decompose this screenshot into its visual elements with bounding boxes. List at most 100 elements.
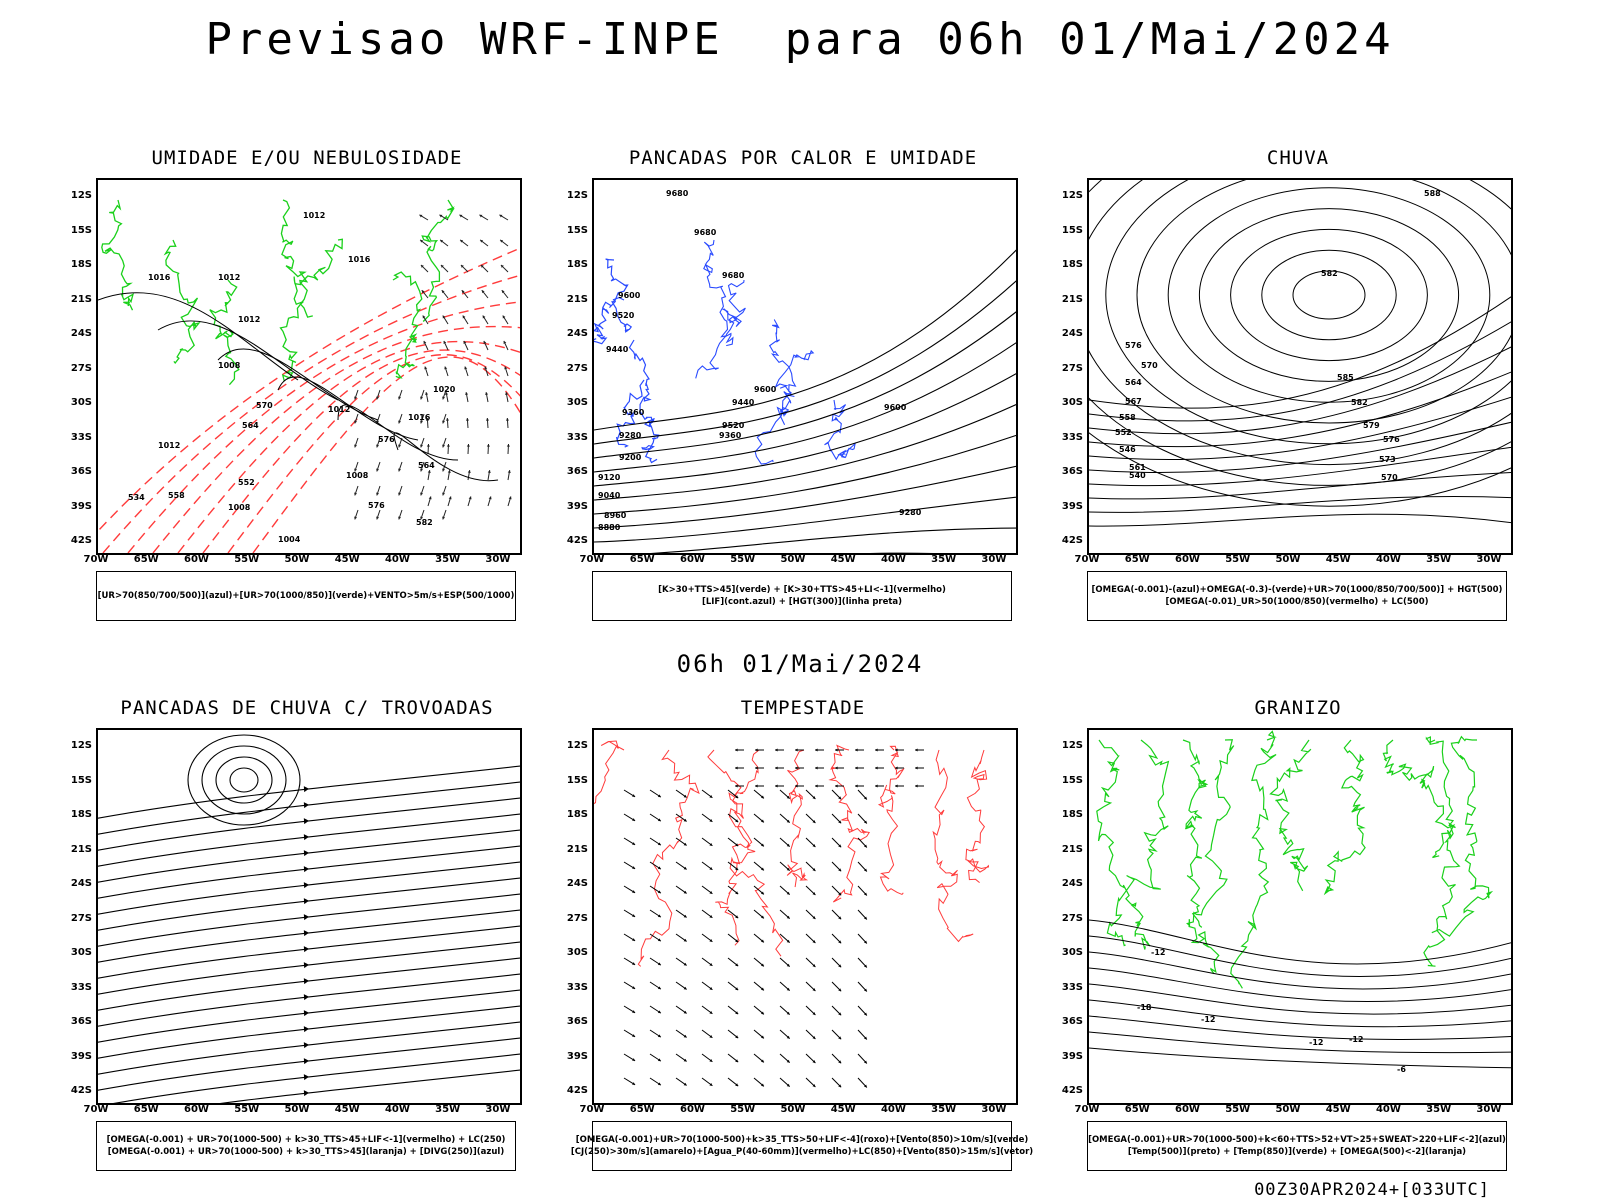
- latitude-label: 30S: [566, 397, 588, 408]
- latitude-label: 15S: [70, 224, 92, 236]
- latitude-label: 30S: [70, 397, 92, 408]
- latitude-label: 30S: [1061, 397, 1083, 408]
- longitude-label: 65W: [629, 1104, 655, 1115]
- contour-label: 8960: [604, 511, 627, 520]
- contour-label: 9600: [884, 403, 907, 412]
- latitude-label: 42S: [70, 1085, 92, 1096]
- precip-water-contour-red: [932, 749, 974, 943]
- longitude-label: 40W: [1375, 1104, 1401, 1115]
- latitude-label: 21S: [566, 843, 588, 855]
- latitude-label: 18S: [566, 809, 588, 820]
- map-panel-pancadas-por-calor-e-umidade: 9680 9680 9680 9600 9520 9440 9360 9280 9200 9120…: [592, 178, 1018, 555]
- latitude-label: 42S: [566, 1085, 588, 1096]
- latitude-label: 15S: [566, 224, 588, 236]
- longitude-label: 70W: [579, 554, 605, 565]
- contour-label: 552: [238, 478, 255, 487]
- hgt300-contour: [594, 434, 1016, 515]
- contour-label: 576: [368, 501, 385, 510]
- map-canvas: -12 -12 -12 -18 -12 -6: [1089, 730, 1511, 1074]
- longitude-label: 60W: [183, 554, 209, 565]
- contour-label: 1020: [433, 385, 456, 394]
- temp850-contour-green: [1096, 739, 1151, 950]
- latitude-label: 15S: [70, 774, 92, 786]
- pressure-contour: [337, 404, 459, 461]
- thickness-contour: [98, 247, 520, 533]
- main-title: Previsao WRF-INPE para 06h 01/Mai/2024: [205, 14, 1395, 65]
- contour-label: 558: [1119, 413, 1136, 422]
- longitude-label: 70W: [83, 1104, 109, 1115]
- panel-title-granizo: GRANIZO: [1254, 697, 1342, 719]
- temp500-contour: [1089, 935, 1511, 977]
- longitude-label: 35W: [931, 554, 957, 565]
- thickness-contour: [227, 354, 520, 553]
- legend-line: [LIF](cont.azul) + [HGT(300)](linha pret…: [701, 597, 903, 607]
- latitude-label: 33S: [1061, 431, 1083, 443]
- contour-label: 1012: [303, 211, 325, 220]
- temp850-contour-green: [1323, 739, 1366, 896]
- contour-label: 1012: [218, 273, 240, 282]
- contour-label: 1008: [346, 471, 369, 480]
- hgt300-contour: [594, 311, 1016, 459]
- map-panel-umidade-e-ou-nebulosidade: 1012 1012 1016 1016 1012 1008 1012 1016 1020 1008…: [96, 178, 522, 555]
- humidity-contour-green: [163, 239, 201, 365]
- contour-label: 1008: [228, 503, 251, 512]
- hgt500-contour: [1292, 270, 1366, 320]
- contour-label: 576: [378, 435, 395, 444]
- contour-label: 9440: [732, 398, 755, 407]
- contour-label: 9680: [694, 228, 717, 237]
- longitude-label: 65W: [1124, 1104, 1150, 1115]
- latitude-label: 42S: [1061, 535, 1083, 546]
- temp500-contour: [1089, 1031, 1511, 1054]
- panel-title-umidade-e-ou-nebulosidade: UMIDADE E/OU NEBULOSIDADE: [151, 147, 463, 169]
- temp500-contour: [1089, 919, 1511, 965]
- contour-label: 1008: [218, 361, 241, 370]
- contour-label: 9600: [754, 385, 777, 394]
- hgt500-contour: [1261, 249, 1397, 341]
- latitude-label: 24S: [70, 878, 92, 889]
- longitude-label: 60W: [183, 1104, 209, 1115]
- hgt300-contour: [594, 372, 1016, 487]
- latitude-label: 24S: [1061, 328, 1083, 339]
- contour-label: 1016: [348, 255, 371, 264]
- contour-label: 9520: [722, 421, 745, 430]
- lc250-streamlines: [98, 765, 520, 1103]
- contour-label: 552: [1115, 428, 1132, 437]
- longitude-label: 60W: [679, 1104, 705, 1115]
- hgt500-contour: [1089, 446, 1511, 487]
- legend-line: [CJ(250)>30m/s](amarelo)+[Agua_P(40-60mm…: [570, 1147, 1034, 1157]
- latitude-label: 36S: [1061, 466, 1083, 477]
- latitude-label: 39S: [566, 1050, 588, 1062]
- contour-label: 9040: [598, 491, 621, 500]
- contour-label: 9520: [612, 311, 635, 320]
- map-panel-tempestade: [592, 728, 1018, 1105]
- contour-label: 9200: [619, 453, 642, 462]
- thickness-contour: [127, 301, 520, 553]
- pressure-contour: [393, 432, 499, 482]
- longitude-label: 45W: [334, 1104, 360, 1115]
- legend-line: [OMEGA(-0.001) + UR>70(1000-500) + k>30_…: [107, 1147, 505, 1157]
- longitude-label: 55W: [730, 554, 756, 565]
- longitude-label: 30W: [1476, 1104, 1502, 1115]
- legend-line: [OMEGA(-0.001) + UR>70(1000-500) + k>30_…: [106, 1135, 506, 1145]
- contour-label: -12: [1201, 1015, 1215, 1024]
- longitude-label: 45W: [334, 554, 360, 565]
- contour-label: 570: [256, 401, 273, 410]
- latitude-label: 42S: [70, 535, 92, 546]
- thickness-contour: [252, 356, 520, 553]
- longitude-label: 65W: [133, 1104, 159, 1115]
- contour-label: 9360: [719, 431, 742, 440]
- hgt500-contour: [1089, 513, 1511, 527]
- thickness-contour: [102, 274, 520, 553]
- contour-label: 9120: [598, 473, 621, 482]
- humidity-contour-green: [421, 199, 455, 322]
- temp850-contour-green: [1186, 739, 1235, 975]
- latitude-label: 12S: [566, 190, 588, 201]
- legend-line: [OMEGA(-0.001)-(azul)+OMEGA(-0.3)-(verde…: [1091, 585, 1503, 595]
- contour-label: 540: [1129, 471, 1146, 480]
- contour-label: 9280: [619, 431, 642, 440]
- wind850-vector: [735, 748, 924, 788]
- latitude-label: 24S: [566, 878, 588, 889]
- latitude-label: 39S: [70, 1050, 92, 1062]
- latitude-label: 24S: [70, 328, 92, 339]
- precip-water-contour-red: [594, 740, 625, 805]
